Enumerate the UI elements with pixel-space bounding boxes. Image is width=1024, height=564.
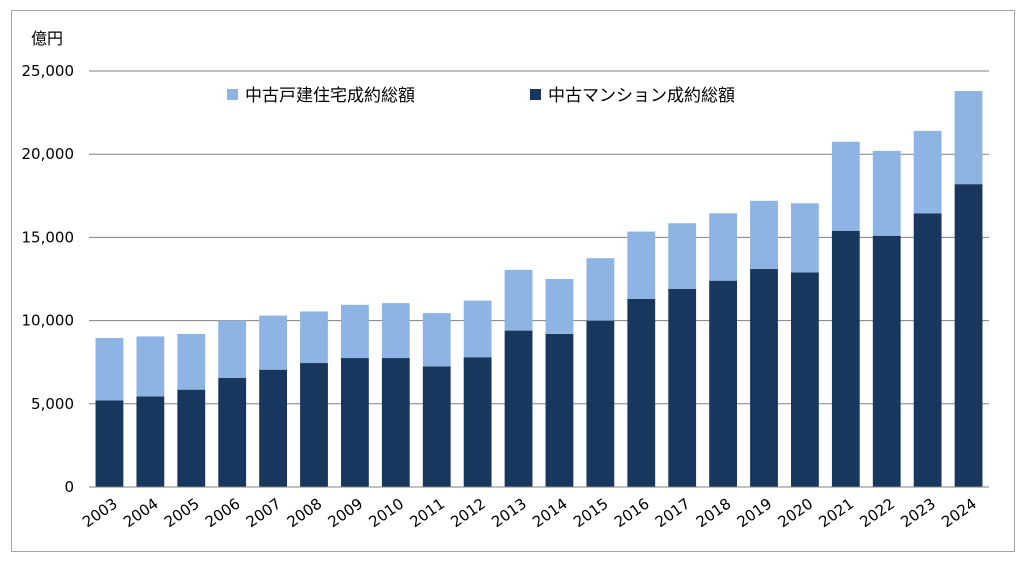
- x-tick-label: 2019: [734, 495, 776, 532]
- y-tick-label: 5,000: [31, 395, 74, 413]
- y-unit-label: 億円: [31, 29, 63, 48]
- bar-detached: [341, 304, 369, 359]
- y-tick-labels: 0 5,000 10,000 15,000 20,000 25,000: [22, 62, 75, 496]
- bar-detached: [913, 130, 942, 214]
- bar-detached: [504, 269, 533, 331]
- bar-condo: [545, 333, 574, 487]
- x-tick-label: 2010: [366, 495, 408, 532]
- bar-condo: [177, 389, 206, 487]
- bar-detached: [586, 258, 615, 321]
- x-tick-label: 2011: [406, 495, 448, 532]
- x-tick-label: 2017: [652, 495, 694, 532]
- x-tick-label: 2003: [79, 495, 121, 532]
- x-tick-label: 2004: [120, 495, 162, 532]
- legend-swatch-detached: [227, 89, 238, 100]
- bar-detached: [954, 90, 983, 185]
- y-tick-label: 15,000: [22, 228, 75, 246]
- x-tick-label: 2023: [897, 495, 939, 532]
- bar-detached: [668, 223, 697, 289]
- y-tick-label: 20,000: [22, 145, 75, 163]
- x-tick-label: 2020: [775, 495, 817, 532]
- x-tick-label: 2008: [284, 495, 326, 532]
- bar-detached: [627, 231, 656, 299]
- bar-condo: [586, 320, 615, 487]
- x-tick-label: 2015: [570, 495, 612, 532]
- bar-condo: [627, 298, 656, 487]
- bar-condo: [300, 363, 328, 487]
- x-tick-label: 2024: [938, 495, 980, 532]
- bar-detached: [831, 141, 860, 231]
- bar-condo: [831, 230, 860, 487]
- bar-condo: [791, 272, 819, 487]
- bar-detached: [218, 320, 247, 379]
- bar-condo: [504, 330, 533, 487]
- x-tick-label: 2009: [325, 495, 367, 532]
- legend-label-detached: 中古戸建住宅成約総額: [245, 86, 415, 106]
- legend-swatch-condo: [530, 89, 541, 100]
- bar-condo: [218, 378, 247, 487]
- bar-condo: [668, 288, 697, 487]
- bar-detached: [300, 311, 328, 364]
- bar-detached: [381, 303, 410, 359]
- bar-detached: [545, 279, 574, 334]
- bar-detached: [136, 336, 165, 397]
- bar-detached: [177, 333, 206, 390]
- bar-condo: [259, 369, 287, 487]
- y-tick-label: 10,000: [22, 312, 75, 330]
- x-tick-label: 2018: [693, 495, 735, 532]
- y-tick-label: 25,000: [22, 62, 75, 80]
- bar-condo: [463, 357, 492, 487]
- x-tick-labels: 2003 2004 2005 2006 2007 2008 2009 2010 2011 2012…: [79, 495, 980, 532]
- x-tick-label: 2021: [816, 495, 858, 532]
- bar-condo: [750, 269, 778, 487]
- legend: 中古戸建住宅成約総額 中古マンション成約総額: [227, 86, 735, 106]
- bar-condo: [954, 184, 983, 488]
- bar-condo: [422, 366, 451, 487]
- x-tick-label: 2006: [202, 495, 244, 532]
- bar-condo: [709, 280, 737, 487]
- x-tick-label: 2012: [447, 495, 489, 532]
- bar-detached: [259, 315, 287, 370]
- x-tick-label: 2013: [488, 495, 530, 532]
- x-tick-label: 2016: [611, 495, 653, 532]
- bar-condo: [381, 358, 410, 487]
- bar-detached: [463, 300, 492, 358]
- bar-detached: [872, 150, 901, 236]
- bar-condo: [913, 213, 942, 487]
- bar-condo: [872, 235, 901, 487]
- x-tick-label: 2007: [243, 495, 285, 532]
- bar-detached: [95, 338, 124, 401]
- x-tick-label: 2014: [529, 495, 571, 532]
- y-tick-label: 0: [64, 478, 74, 496]
- bar-detached: [422, 313, 451, 367]
- bar-condo: [136, 396, 165, 487]
- bar-condo: [95, 400, 124, 487]
- x-tick-label: 2022: [856, 495, 898, 532]
- bar-detached: [750, 200, 778, 270]
- x-tick-label: 2005: [161, 495, 203, 532]
- bar-condo: [341, 358, 369, 487]
- legend-label-condo: 中古マンション成約総額: [548, 86, 735, 106]
- bars: [95, 90, 983, 488]
- bar-detached: [709, 213, 737, 281]
- bar-detached: [791, 203, 819, 273]
